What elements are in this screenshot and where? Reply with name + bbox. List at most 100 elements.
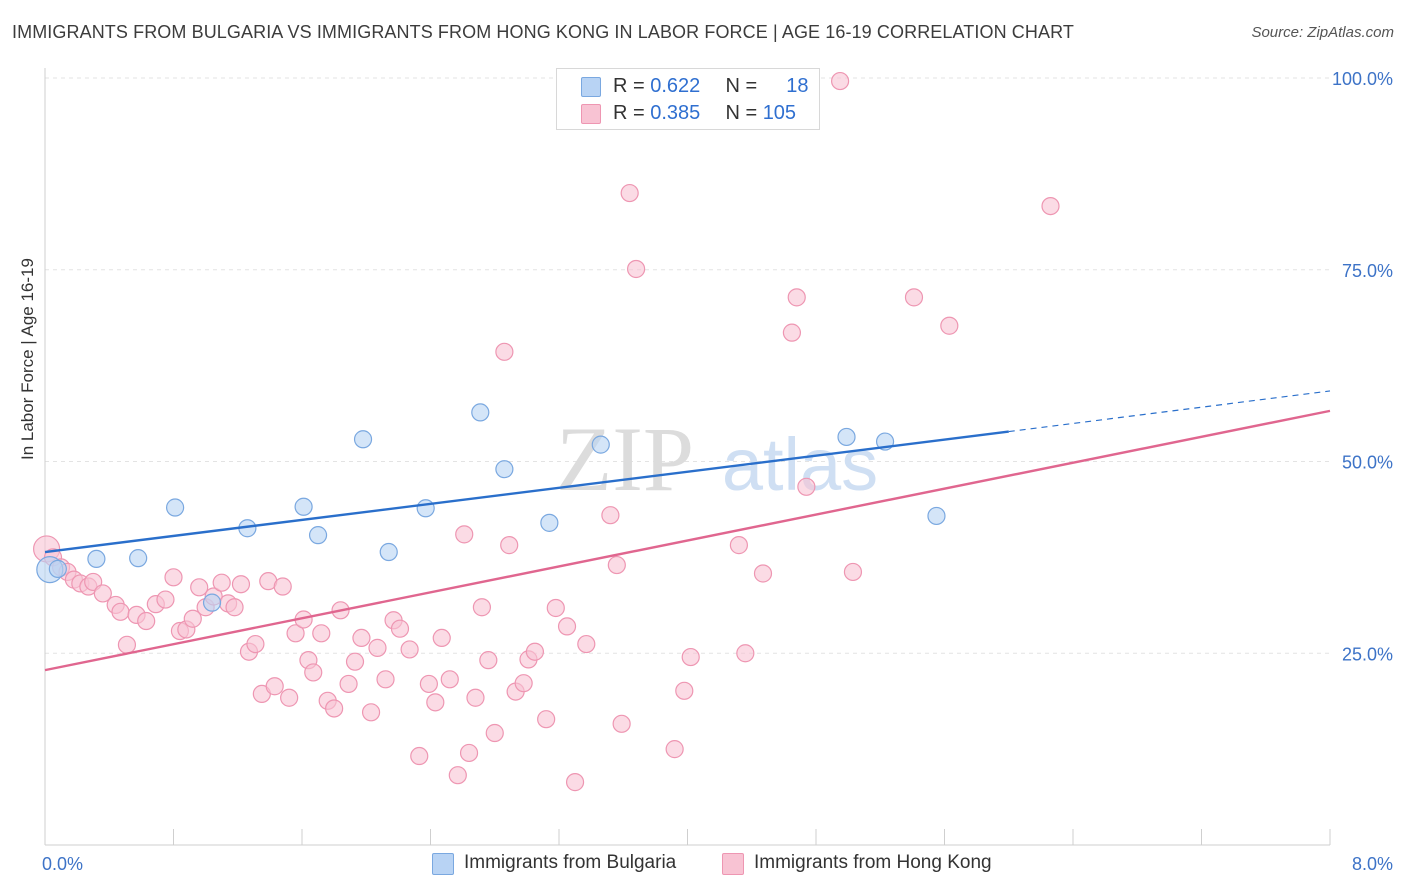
point-hongkong — [419, 674, 438, 694]
point-hongkong — [390, 619, 410, 638]
point-hongkong — [525, 642, 545, 661]
point-hongkong — [400, 640, 419, 659]
point-hongkong — [736, 644, 755, 663]
trend-line-bulgaria — [44, 430, 1009, 554]
point-bulgaria — [416, 499, 435, 518]
point-hongkong — [620, 183, 639, 203]
point-hongkong — [495, 342, 514, 361]
point-hongkong — [753, 564, 773, 583]
point-hongkong — [485, 723, 504, 743]
legend-r-label: R = — [613, 75, 645, 97]
point-hongkong — [479, 651, 498, 670]
point-hongkong — [514, 674, 533, 693]
point-hongkong — [546, 598, 565, 618]
point-bulgaria — [591, 435, 610, 454]
correlation-legend: R = 0.622 N = 18 R = 0.385 N = 105 — [556, 68, 820, 130]
point-hongkong — [472, 598, 491, 617]
point-bulgaria — [379, 542, 398, 562]
point-hongkong — [312, 624, 331, 643]
point-hongkong — [212, 573, 231, 592]
x-tick-label: 0.0% — [42, 854, 83, 874]
point-hongkong — [225, 598, 244, 617]
point-bulgaria — [202, 593, 222, 612]
point-hongkong — [183, 609, 202, 628]
point-hongkong — [537, 710, 556, 729]
point-hongkong — [729, 536, 749, 555]
point-hongkong — [665, 740, 684, 759]
bottom-legend-swatch-hongkong — [722, 853, 744, 875]
point-hongkong — [904, 288, 924, 307]
legend-r-value-bulgaria: 0.622 — [650, 75, 701, 97]
point-hongkong — [787, 288, 806, 307]
data-points — [33, 71, 1060, 792]
point-hongkong — [352, 628, 371, 648]
source-label: Source: ZipAtlas.com — [1251, 24, 1394, 41]
point-hongkong — [565, 773, 585, 792]
y-tick-label: 75.0% — [1342, 261, 1393, 281]
watermark-zip: ZIP — [556, 408, 694, 510]
point-bulgaria — [166, 498, 185, 517]
trend-lines — [44, 390, 1331, 672]
gridlines — [45, 77, 1330, 654]
point-bulgaria — [495, 460, 514, 479]
point-hongkong — [345, 652, 365, 671]
point-hongkong — [339, 674, 358, 694]
point-hongkong — [280, 688, 299, 707]
point-hongkong — [190, 578, 209, 597]
trend-line-bulgaria-extension — [1008, 390, 1331, 433]
point-bulgaria — [87, 549, 106, 569]
point-bulgaria — [927, 506, 946, 526]
point-hongkong — [286, 624, 305, 643]
point-hongkong — [265, 677, 284, 696]
point-hongkong — [93, 584, 112, 603]
y-axis-label: In Labor Force | Age 16-19 — [18, 258, 37, 460]
point-hongkong — [231, 575, 251, 594]
chart-title: IMMIGRANTS FROM BULGARIA VS IMMIGRANTS F… — [12, 22, 1074, 42]
point-bulgaria — [471, 403, 490, 422]
point-hongkong — [440, 670, 459, 689]
point-hongkong — [432, 628, 451, 648]
y-tick-label: 25.0% — [1342, 644, 1393, 664]
point-hongkong — [361, 703, 381, 722]
point-hongkong — [368, 638, 387, 657]
point-hongkong — [557, 617, 577, 636]
x-tick-label: 8.0% — [1352, 854, 1393, 874]
point-hongkong — [117, 635, 137, 654]
point-hongkong — [607, 555, 626, 575]
point-bulgaria — [294, 497, 313, 516]
point-hongkong — [782, 323, 802, 342]
point-hongkong — [156, 590, 175, 609]
point-hongkong — [410, 746, 429, 766]
point-bulgaria — [540, 513, 559, 532]
point-hongkong — [376, 670, 395, 689]
point-bulgaria — [48, 559, 67, 578]
legend-n-value-bulgaria: 18 — [786, 75, 809, 97]
point-hongkong — [137, 611, 156, 631]
legend-swatch-bulgaria — [581, 77, 601, 97]
point-hongkong — [448, 766, 467, 785]
point-hongkong — [466, 688, 485, 707]
point-bulgaria — [353, 430, 373, 449]
point-hongkong — [459, 743, 479, 763]
point-bulgaria — [129, 549, 148, 568]
legend-n-value-hongkong: 105 — [762, 102, 797, 124]
point-hongkong — [675, 681, 694, 700]
point-hongkong — [426, 693, 445, 712]
y-tick-label: 50.0% — [1342, 453, 1393, 473]
point-hongkong — [164, 568, 183, 587]
legend-n-label: N = — [725, 102, 758, 124]
point-hongkong — [940, 316, 959, 335]
point-hongkong — [1041, 196, 1060, 216]
bottom-legend-swatch-bulgaria — [432, 853, 454, 875]
bottom-legend-label-hongkong: Immigrants from Hong Kong — [754, 852, 992, 873]
point-hongkong — [843, 562, 863, 582]
point-hongkong — [601, 506, 620, 525]
point-hongkong — [626, 259, 646, 279]
watermark: ZIP atlas — [556, 408, 878, 510]
point-hongkong — [273, 577, 292, 596]
point-hongkong — [681, 647, 700, 667]
point-hongkong — [500, 536, 519, 555]
point-bulgaria — [308, 526, 328, 545]
point-hongkong — [111, 602, 130, 621]
